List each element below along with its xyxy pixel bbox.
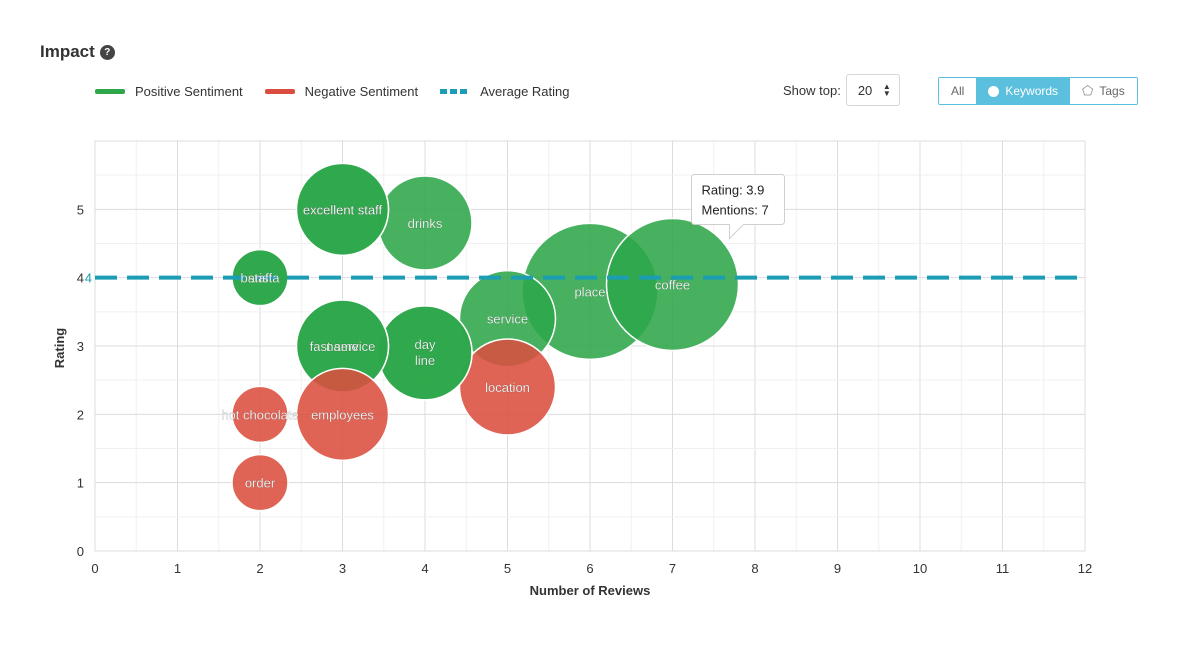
filter-keywords-label: Keywords — [1005, 84, 1059, 98]
bubble-label-fast-service-2: name — [326, 339, 359, 354]
bubble-label-excellent-staff-2: excellent staff — [303, 202, 383, 217]
y-tick-label: 2 — [77, 407, 84, 422]
filter-all-button[interactable]: All — [939, 78, 977, 104]
bubble-label-drinks: drinks — [408, 216, 443, 231]
y-tick-label: 4 — [77, 271, 84, 286]
filter-keywords-button[interactable]: Keywords — [976, 78, 1071, 104]
filter-toggle: All Keywords ⬠ Tags — [938, 77, 1138, 105]
bubble-label-employees: employees — [311, 407, 374, 422]
bubble-label-location: location — [485, 380, 530, 395]
average-swatch — [440, 89, 470, 94]
x-tick-label: 11 — [996, 561, 1010, 576]
page-title: Impact — [40, 42, 95, 61]
legend-item-positive[interactable]: Positive Sentiment — [95, 84, 243, 99]
legend-negative-label: Negative Sentiment — [304, 84, 419, 99]
bubble-label-baristas-2: staff — [248, 271, 273, 286]
x-tick-label: 0 — [91, 561, 98, 576]
x-tick-label: 6 — [586, 561, 593, 576]
x-tick-label: 5 — [504, 561, 511, 576]
bubble-label-baristas: barista — [240, 271, 280, 286]
title-group: Impact ? — [40, 42, 115, 62]
bubble-label-order: order — [245, 476, 276, 491]
stepper-arrows-icon: ▲ ▼ — [882, 82, 891, 98]
bubble-employees — [295, 367, 390, 462]
bubble-location — [458, 338, 557, 436]
filter-all-label: All — [951, 84, 965, 98]
negative-swatch — [264, 89, 295, 94]
show-top-select[interactable]: 20 ▲ ▼ — [845, 74, 900, 106]
tooltip-rating: Rating: 3.9 — [702, 183, 765, 198]
tooltip-mentions: Mentions: 7 — [702, 203, 769, 218]
bubble-label-line: line — [415, 353, 435, 368]
y-tick-label: 0 — [77, 544, 84, 559]
filter-tags-button[interactable]: ⬠ Tags — [1070, 78, 1137, 104]
x-tick-label: 8 — [751, 561, 758, 576]
bubble-hot-chocolate — [231, 385, 289, 444]
circle-icon — [988, 85, 1000, 97]
y-tick-label: 5 — [77, 202, 84, 217]
bubble-label-hot-chocolate: hot chocolate — [221, 407, 298, 422]
positive-swatch — [95, 89, 125, 94]
help-icon[interactable]: ? — [99, 44, 115, 60]
legend: Positive Sentiment Negative Sentiment Av… — [95, 84, 592, 99]
y-tick-label: 3 — [77, 339, 84, 354]
y-axis-title: Rating — [52, 328, 67, 369]
legend-positive-label: Positive Sentiment — [135, 84, 243, 99]
x-tick-label: 7 — [669, 561, 676, 576]
x-tick-label: 1 — [174, 561, 181, 576]
bubble-label-excellent-staff: excellent staff — [303, 202, 383, 217]
x-tick-label: 3 — [339, 561, 346, 576]
x-tick-label: 4 — [421, 561, 428, 576]
x-tick-label: 12 — [1078, 561, 1092, 576]
bubble-label-coffee: coffee — [655, 278, 690, 293]
bubble-order — [231, 453, 289, 512]
bubble-label-fast-service: fast service — [310, 339, 376, 354]
tooltip-box — [691, 174, 785, 240]
bubble-label-service: service — [487, 312, 528, 327]
legend-item-average[interactable]: Average Rating — [440, 84, 570, 99]
x-tick-label: 10 — [913, 561, 927, 576]
bubble-excellent-staff-2 — [295, 162, 390, 257]
legend-average-label: Average Rating — [480, 84, 570, 99]
pentagon-icon: ⬠ — [1082, 83, 1094, 98]
show-top-control: Show top: 20 ▲ ▼ — [783, 74, 900, 106]
legend-item-negative[interactable]: Negative Sentiment — [264, 84, 419, 99]
y-tick-label: 1 — [77, 476, 84, 491]
average-tick-label: 4 — [85, 271, 92, 286]
show-top-value: 20 — [857, 82, 873, 98]
bubble-label-place: place — [574, 284, 605, 299]
x-tick-label: 9 — [834, 561, 841, 576]
x-axis-title: Number of Reviews — [530, 583, 651, 598]
bubble-label-day: day — [415, 337, 436, 352]
filter-tags-label: Tags — [1099, 84, 1125, 98]
bubble-coffee — [605, 217, 740, 352]
x-tick-label: 2 — [256, 561, 263, 576]
show-top-label: Show top: — [783, 82, 841, 98]
